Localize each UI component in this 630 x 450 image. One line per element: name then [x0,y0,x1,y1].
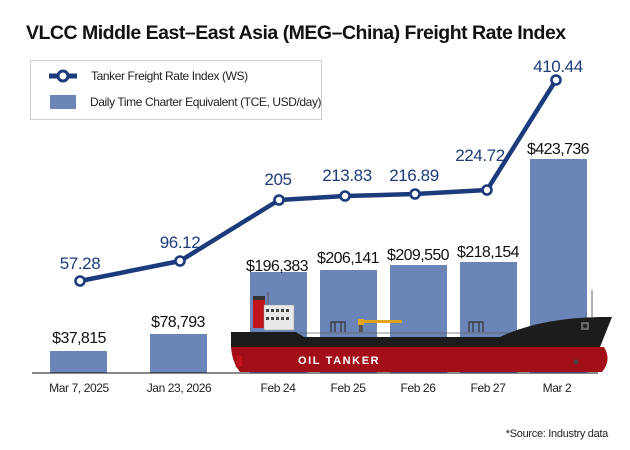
point-label: 410.44 [533,57,583,76]
bar-label: $37,815 [52,330,106,347]
bar-label: $78,793 [151,314,205,331]
ws-index-labels: 57.28 96.12 205 213.83 216.89 224.72 410… [60,57,583,273]
bar-jan23-2026 [150,334,207,373]
bar-label: $423,736 [527,141,590,158]
x-tick-label: Mar 2 [543,381,572,395]
bar-swatch-icon [50,95,76,109]
ws-index-markers [74,74,562,287]
legend-item-line: Tanker Freight Rate Index (WS) [47,69,248,83]
chart-title: VLCC Middle East–East Asia (MEG–China) F… [26,22,566,44]
bar-label: $206,141 [317,250,380,267]
chart-legend: Tanker Freight Rate Index (WS) Daily Tim… [30,60,322,120]
bar-value-labels: $37,815 $78,793 $196,383 $206,141 $209,5… [52,141,590,347]
ship-hull-label: OIL TANKER [298,355,380,367]
point-label: 96.12 [160,233,201,252]
x-tick-label: Feb 27 [471,381,507,395]
bar-mar7-2025 [50,351,107,373]
bar-label: $196,383 [246,258,309,275]
legend-item-bar: Daily Time Charter Equivalent (TCE, USD/… [47,95,322,109]
x-tick-label: Jan 23, 2026 [147,381,212,395]
bar-label: $209,550 [387,247,450,264]
point-label: 213.83 [322,166,372,185]
x-tick-label: Feb 26 [401,381,437,395]
x-axis-labels: Mar 7, 2025 Jan 23, 2026 Feb 24 Feb 25 F… [49,381,572,395]
line-marker-icon [49,69,77,83]
source-note: *Source: Industry data [505,428,609,440]
bar-label: $218,154 [457,244,520,261]
point-label: 224.72 [455,146,505,165]
legend-bar-label: Daily Time Charter Equivalent (TCE, USD/… [90,95,322,109]
oil-tanker-illustration: OIL TANKER [231,290,612,372]
legend-line-label: Tanker Freight Rate Index (WS) [91,69,248,83]
x-tick-label: Feb 24 [261,381,297,395]
x-tick-label: Feb 25 [331,381,367,395]
point-label: 205 [264,170,291,189]
point-label: 57.28 [60,254,101,273]
x-tick-label: Mar 7, 2025 [49,381,109,395]
point-label: 216.89 [389,166,439,185]
